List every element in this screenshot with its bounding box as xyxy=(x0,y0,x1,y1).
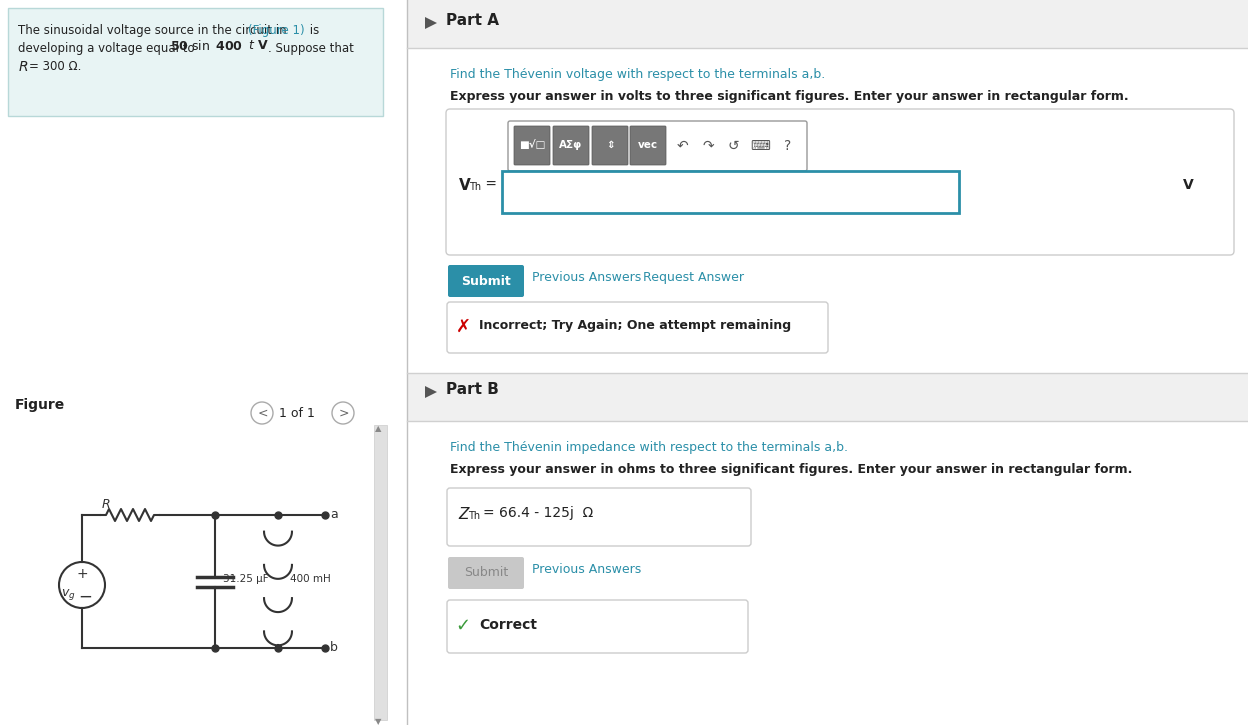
Text: ⌨: ⌨ xyxy=(750,139,770,153)
Text: $\mathbf{50\ \sin\ 400}$: $\mathbf{50\ \sin\ 400}$ xyxy=(170,39,243,53)
Text: Part B: Part B xyxy=(446,382,499,397)
Polygon shape xyxy=(426,386,437,398)
FancyBboxPatch shape xyxy=(407,0,1248,48)
FancyBboxPatch shape xyxy=(448,265,524,297)
Text: Express your answer in volts to three significant figures. Enter your answer in : Express your answer in volts to three si… xyxy=(451,90,1128,103)
Text: 400 mH: 400 mH xyxy=(290,573,331,584)
FancyBboxPatch shape xyxy=(448,557,524,589)
Text: = 300 Ω.: = 300 Ω. xyxy=(29,60,81,73)
Text: Incorrect; Try Again; One attempt remaining: Incorrect; Try Again; One attempt remain… xyxy=(479,319,791,332)
Text: is: is xyxy=(306,24,319,37)
FancyBboxPatch shape xyxy=(447,600,748,653)
FancyBboxPatch shape xyxy=(630,126,666,165)
Text: 1 of 1: 1 of 1 xyxy=(280,407,314,420)
Text: ▲: ▲ xyxy=(374,424,382,433)
Text: ✓: ✓ xyxy=(456,617,470,635)
Text: $Z$: $Z$ xyxy=(458,506,470,522)
Text: =: = xyxy=(480,177,497,191)
Text: ↺: ↺ xyxy=(728,139,739,153)
Text: ▼: ▼ xyxy=(374,717,382,725)
Text: $v_g$: $v_g$ xyxy=(61,587,76,602)
Text: $\mathit{R}$: $\mathit{R}$ xyxy=(17,60,29,74)
FancyBboxPatch shape xyxy=(0,118,401,725)
FancyBboxPatch shape xyxy=(407,421,1248,725)
Text: Previous Answers: Previous Answers xyxy=(532,563,641,576)
Text: Figure: Figure xyxy=(15,398,65,412)
FancyBboxPatch shape xyxy=(514,126,550,165)
Text: $\mathbf{V}$: $\mathbf{V}$ xyxy=(257,39,268,52)
Text: AΣφ: AΣφ xyxy=(559,140,583,150)
Text: ■√□: ■√□ xyxy=(519,140,545,150)
Text: <: < xyxy=(258,407,268,420)
Text: V: V xyxy=(1183,178,1194,192)
Text: R: R xyxy=(102,498,111,511)
Text: Submit: Submit xyxy=(464,566,508,579)
Text: ↷: ↷ xyxy=(703,139,714,153)
FancyBboxPatch shape xyxy=(553,126,589,165)
Text: +: + xyxy=(76,567,87,581)
Text: $\mathit{t}$: $\mathit{t}$ xyxy=(248,39,256,52)
Text: ↶: ↶ xyxy=(676,139,688,153)
Text: Request Answer: Request Answer xyxy=(643,271,744,284)
Polygon shape xyxy=(426,17,437,29)
FancyBboxPatch shape xyxy=(447,302,827,353)
Text: b: b xyxy=(329,641,338,654)
Text: ⇕: ⇕ xyxy=(605,140,614,150)
FancyBboxPatch shape xyxy=(592,126,628,165)
Text: >: > xyxy=(339,407,349,420)
FancyBboxPatch shape xyxy=(447,488,751,546)
FancyBboxPatch shape xyxy=(407,373,1248,421)
FancyBboxPatch shape xyxy=(407,48,1248,376)
FancyBboxPatch shape xyxy=(374,425,387,720)
FancyBboxPatch shape xyxy=(446,109,1234,255)
Text: 31.25 μF: 31.25 μF xyxy=(223,573,268,584)
Text: Previous Answers: Previous Answers xyxy=(532,271,641,284)
Text: . Suppose that: . Suppose that xyxy=(268,42,354,55)
Text: (Figure 1): (Figure 1) xyxy=(248,24,305,37)
FancyBboxPatch shape xyxy=(508,121,807,171)
Text: −: − xyxy=(77,588,92,606)
Text: The sinusoidal voltage source in the circuit in: The sinusoidal voltage source in the cir… xyxy=(17,24,291,37)
Text: Find the Thévenin voltage with respect to the terminals a,b.: Find the Thévenin voltage with respect t… xyxy=(451,68,825,81)
Text: a: a xyxy=(329,508,338,521)
Text: Find the Thévenin impedance with respect to the terminals a,b.: Find the Thévenin impedance with respect… xyxy=(451,441,847,454)
FancyBboxPatch shape xyxy=(502,171,958,213)
Text: Express your answer in ohms to three significant figures. Enter your answer in r: Express your answer in ohms to three sig… xyxy=(451,463,1132,476)
Text: $\mathbf{V}$: $\mathbf{V}$ xyxy=(458,177,472,193)
Text: Part A: Part A xyxy=(446,13,499,28)
Text: ✗: ✗ xyxy=(456,318,470,336)
Text: = 66.4 - 125j  Ω: = 66.4 - 125j Ω xyxy=(483,506,593,520)
Text: Correct: Correct xyxy=(479,618,537,632)
FancyBboxPatch shape xyxy=(7,8,383,116)
Text: vec: vec xyxy=(638,140,658,150)
Text: ?: ? xyxy=(785,139,791,153)
Text: Submit: Submit xyxy=(461,275,510,288)
Text: Th: Th xyxy=(469,182,482,192)
Text: developing a voltage equal to: developing a voltage equal to xyxy=(17,42,198,55)
Text: Th: Th xyxy=(468,511,480,521)
